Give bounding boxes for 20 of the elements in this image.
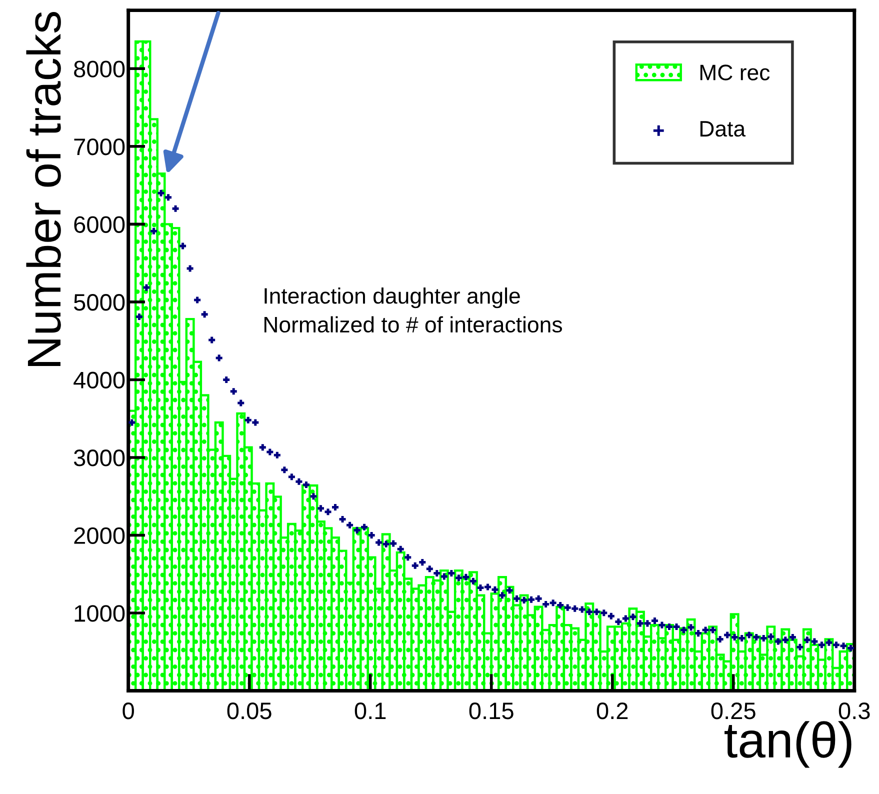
legend-label: Data: [700, 121, 746, 137]
y-tick-label: 7000: [74, 138, 125, 156]
x-tick-label: 0.15: [469, 702, 514, 720]
x-tick-label: 0.25: [711, 702, 756, 720]
y-tick-label: 5000: [74, 294, 125, 311]
y-axis-title: Number of tracks: [26, 12, 61, 366]
x-tick-label: 0.05: [227, 702, 272, 720]
y-tick-label: 8000: [74, 60, 125, 78]
x-tick-label: 0.1: [354, 702, 386, 720]
x-tick-label: 0.3: [838, 702, 870, 720]
y-tick-label: 4000: [74, 372, 125, 388]
y-tick-label: 1000: [74, 605, 125, 622]
y-tick-label: 6000: [74, 216, 125, 233]
x-tick-label: 0: [122, 702, 134, 720]
x-axis-title: tan(θ): [724, 721, 852, 768]
y-tick-label: 2000: [74, 527, 125, 544]
x-tick-label: 0.2: [596, 702, 628, 720]
annotation: Interaction daughter angle Normalized to # of interactions: [264, 287, 562, 333]
y-tick-label: 3000: [74, 450, 125, 466]
legend-label: MC rec: [700, 64, 770, 80]
